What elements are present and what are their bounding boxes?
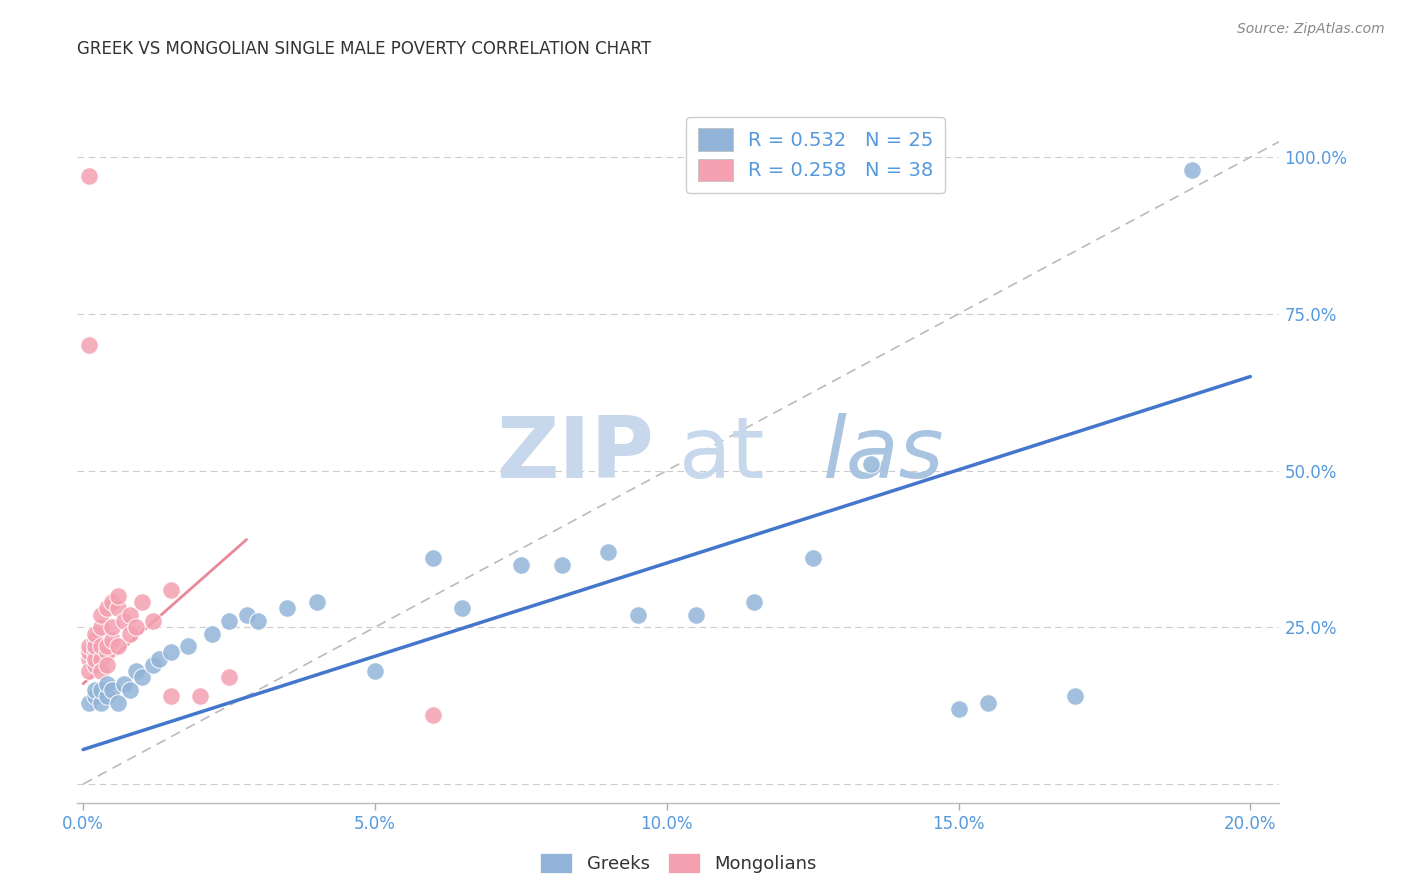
Point [77,639,100,653]
Point [77,651,100,665]
Point [976,696,998,710]
Point [218,670,240,684]
Point [90,696,112,710]
Text: at: at [679,413,765,497]
Point [77,664,100,678]
Point [90,651,112,665]
Point [96,645,118,659]
Point [948,702,970,716]
Point [235,607,257,622]
Point [101,620,124,634]
Point [142,657,165,672]
Text: GREEK VS MONGOLIAN SINGLE MALE POVERTY CORRELATION CHART: GREEK VS MONGOLIAN SINGLE MALE POVERTY C… [77,40,651,58]
Point [422,551,444,566]
Text: ZIP: ZIP [496,413,654,497]
Point [125,620,148,634]
Point [859,458,882,472]
Point [742,595,765,609]
Point [218,614,240,628]
Point [598,545,620,559]
Point [131,595,153,609]
Point [131,670,153,684]
Point [159,645,181,659]
Point [422,708,444,723]
Point [90,620,112,634]
Point [685,607,707,622]
Point [1064,690,1087,704]
Point [1181,162,1204,177]
Point [83,683,105,698]
Point [509,558,531,572]
Point [96,639,118,653]
Point [101,632,124,647]
Point [200,626,222,640]
Point [125,664,148,678]
Point [77,696,100,710]
Point [83,645,105,659]
Point [90,683,112,698]
Text: Source: ZipAtlas.com: Source: ZipAtlas.com [1237,22,1385,37]
Point [451,601,474,615]
Point [118,683,141,698]
Point [148,651,170,665]
Point [801,551,824,566]
Point [112,614,135,628]
Point [177,639,200,653]
Point [107,639,129,653]
Point [77,645,100,659]
Point [107,696,129,710]
Point [96,690,118,704]
Point [83,690,105,704]
Point [247,614,270,628]
Point [626,607,648,622]
Point [90,639,112,653]
Point [83,657,105,672]
Point [188,690,211,704]
Point [77,169,100,183]
Point [83,626,105,640]
Point [77,338,100,352]
Point [96,657,118,672]
Point [159,690,181,704]
Point [276,601,298,615]
Point [96,601,118,615]
Point [142,614,165,628]
Point [90,607,112,622]
Point [118,626,141,640]
Point [90,664,112,678]
Point [550,558,572,572]
Point [83,639,105,653]
Point [83,632,105,647]
Point [83,651,105,665]
Point [101,683,124,698]
Point [364,664,387,678]
Legend: Greeks, Mongolians: Greeks, Mongolians [529,842,828,884]
Point [305,595,328,609]
Point [96,676,118,690]
Point [112,676,135,690]
Text: las: las [823,413,945,497]
Point [107,589,129,603]
Point [101,595,124,609]
Point [107,601,129,615]
Point [159,582,181,597]
Point [118,607,141,622]
